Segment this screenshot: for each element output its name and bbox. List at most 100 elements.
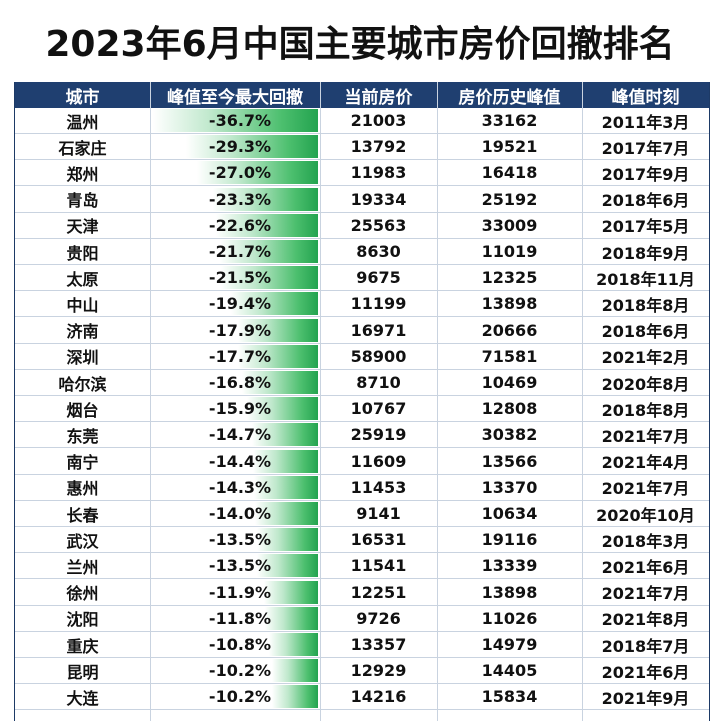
drawdown-label: -14.7% — [208, 425, 272, 445]
drawdown-label: -10.2% — [208, 661, 272, 681]
peak-price-cell: 10634 — [481, 504, 538, 523]
current-price-cell: 10767 — [350, 399, 407, 419]
city-cell: 南宁 — [66, 453, 99, 473]
table-row: 武汉 -13.5% 16531 19116 2018年3月 — [15, 527, 709, 554]
table-row: 郑州 -27.0% 11983 16418 2017年9月 — [15, 160, 709, 187]
drawdown-label: -21.7% — [208, 242, 272, 261]
current-price-cell: 11983 — [350, 163, 407, 183]
drawdown-bar — [238, 344, 318, 368]
drawdown-label: -11.8% — [208, 608, 272, 628]
city-cell: 郑州 — [66, 164, 99, 184]
peak-price-cell: 13339 — [481, 556, 538, 576]
peak-time-cell: 2021年7月 — [601, 426, 690, 446]
peak-time-cell: 2011年3月 — [601, 112, 690, 132]
drawdown-bar — [257, 528, 318, 552]
drawdown-bar — [153, 109, 318, 132]
header-drawdown: 峰值至今最大回撤 — [167, 87, 303, 108]
current-price-cell: 25919 — [350, 425, 407, 445]
drawdown-bar — [221, 266, 318, 290]
drawdown-table: 城市 峰值至今最大回撤 当前房价 房价历史峰值 峰值时刻 温州 -36.7% 210… — [14, 82, 710, 721]
city-cell: 深圳 — [66, 348, 99, 368]
drawdown-label: -27.0% — [208, 163, 272, 183]
header-current-price: 当前房价 — [344, 87, 413, 108]
drawdown-bar — [213, 187, 318, 211]
peak-time-cell: 2020年8月 — [601, 374, 690, 394]
column-divider — [582, 82, 583, 721]
drawdown-bar — [264, 580, 318, 604]
drawdown-label: -29.3% — [208, 137, 272, 157]
table-row: 昆明 -10.2% 12929 14405 2021年6月 — [15, 658, 709, 685]
city-cell: 惠州 — [66, 479, 99, 499]
peak-price-cell: 10469 — [481, 373, 538, 392]
peak-time-cell: 2021年8月 — [601, 610, 690, 630]
current-price-cell: 21003 — [350, 111, 407, 130]
peak-price-cell: 20666 — [481, 320, 538, 340]
current-price-cell: 13357 — [350, 635, 407, 654]
drawdown-bar — [230, 292, 318, 316]
table-row: 济南 -17.9% 16971 20666 2018年6月 — [15, 318, 709, 344]
table-row: 温州 -36.7% 21003 33162 2011年3月 — [15, 108, 709, 134]
drawdown-label: -36.7% — [208, 111, 272, 130]
table-row: 兰州 -13.5% 11541 13339 2021年6月 — [15, 553, 709, 580]
drawdown-label: -10.2% — [208, 687, 272, 707]
peak-time-cell: 2018年6月 — [601, 322, 690, 342]
current-price-cell: 58900 — [350, 346, 407, 366]
peak-price-cell: 11019 — [481, 242, 538, 261]
drawdown-label: -14.4% — [208, 451, 272, 471]
city-cell: 贵阳 — [66, 243, 99, 263]
drawdown-bar — [196, 161, 318, 185]
peak-time-cell: 2017年9月 — [601, 164, 690, 184]
table-header: 城市 峰值至今最大回撤 当前房价 房价历史峰值 峰值时刻 — [15, 82, 709, 108]
peak-time-cell: 2021年7月 — [601, 479, 690, 499]
peak-price-cell: 14405 — [481, 661, 538, 681]
peak-time-cell: 2021年7月 — [601, 584, 690, 604]
peak-time-cell: 2021年9月 — [601, 688, 690, 708]
city-cell: 沈阳 — [66, 610, 99, 630]
drawdown-label: -13.5% — [208, 556, 272, 576]
drawdown-bar — [242, 371, 318, 394]
city-cell: 太原 — [66, 269, 99, 289]
table-row: 中山 -19.4% 11199 13898 2018年8月 — [15, 291, 709, 318]
current-price-cell: 11453 — [350, 477, 407, 497]
drawdown-bar — [264, 606, 318, 630]
column-divider — [320, 82, 321, 721]
city-cell: 长春 — [66, 505, 99, 525]
drawdown-label: -16.8% — [208, 373, 272, 392]
peak-price-cell: 14979 — [481, 635, 538, 654]
current-price-cell: 11609 — [350, 451, 407, 471]
peak-price-cell: 19521 — [481, 137, 538, 157]
peak-price-cell: 13566 — [481, 451, 538, 471]
city-cell: 哈尔滨 — [58, 374, 107, 394]
table-row: 太原 -21.5% 9675 12325 2018年11月 — [15, 265, 709, 292]
current-price-cell: 11541 — [350, 556, 407, 576]
city-cell: 济南 — [66, 322, 99, 342]
current-price-cell: 8710 — [356, 373, 401, 392]
drawdown-label: -14.0% — [208, 504, 272, 523]
table-row: 惠州 -14.3% 11453 13370 2021年7月 — [15, 475, 709, 501]
column-divider — [150, 82, 151, 721]
table-row: 石家庄 -29.3% 13792 19521 2017年7月 — [15, 134, 709, 161]
drawdown-label: -22.6% — [208, 215, 272, 235]
drawdown-label: -10.8% — [208, 635, 272, 654]
drawdown-bar — [272, 659, 318, 683]
peak-price-cell: 13370 — [481, 477, 538, 497]
peak-price-cell: 11026 — [481, 608, 538, 628]
drawdown-label: -21.5% — [208, 268, 272, 288]
drawdown-bar — [253, 449, 318, 473]
table-row: 青岛 -23.3% 19334 25192 2018年6月 — [15, 187, 709, 213]
current-price-cell: 8630 — [356, 242, 401, 261]
drawdown-label: -17.7% — [208, 346, 272, 366]
current-price-cell: 9675 — [356, 268, 401, 288]
peak-time-cell: 2018年3月 — [601, 531, 690, 551]
city-cell: 中山 — [66, 295, 99, 315]
city-cell: 重庆 — [66, 636, 99, 656]
city-cell: 徐州 — [66, 584, 99, 604]
peak-price-cell: 12808 — [481, 399, 538, 419]
peak-time-cell: 2018年6月 — [601, 191, 690, 211]
table-row: 徐州 -11.9% 12251 13898 2021年7月 — [15, 580, 709, 606]
current-price-cell: 16531 — [350, 530, 407, 550]
peak-price-cell: 19116 — [481, 530, 538, 550]
city-cell: 昆明 — [66, 662, 99, 682]
drawdown-label: -15.9% — [208, 399, 272, 419]
current-price-cell: 25563 — [350, 215, 407, 235]
